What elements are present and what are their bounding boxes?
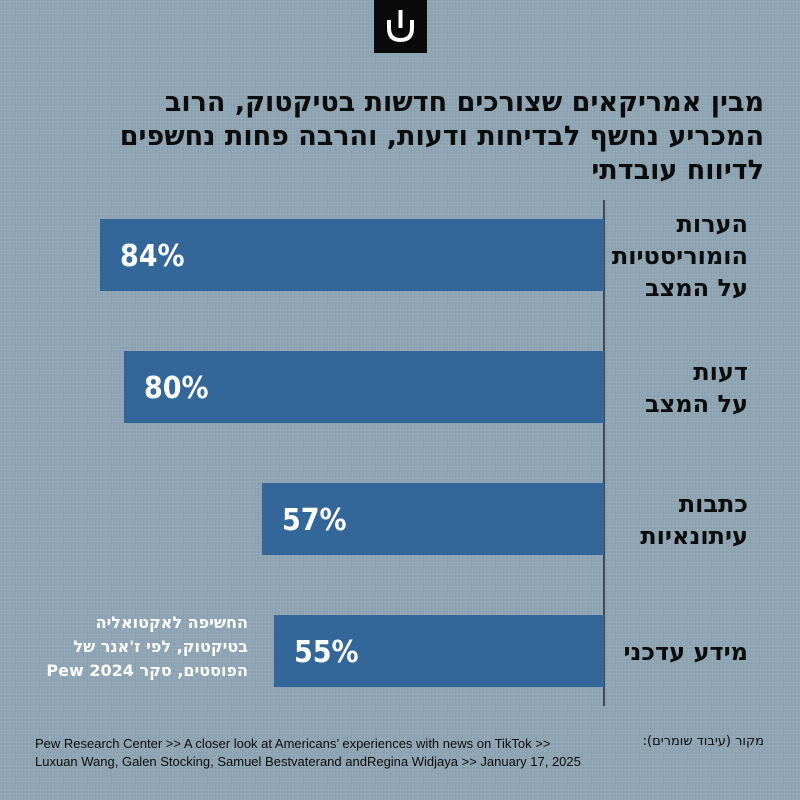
- chart-title: מבין אמריקאים שצורכים חדשות בטיקטוק, הרו…: [119, 87, 764, 186]
- bar: [262, 483, 604, 555]
- brand-logo: [374, 0, 427, 53]
- category-label: כתבות עיתונאיות: [640, 490, 748, 550]
- bar-value-label: 84%: [120, 239, 185, 274]
- category-label-line: על המצב: [645, 274, 748, 302]
- bar-value-label: 55%: [294, 635, 359, 670]
- bar-value-label: 57%: [282, 503, 347, 538]
- category-label-line: הערות: [676, 210, 748, 238]
- source-credit: Pew Research Center >> A closer look at …: [35, 735, 605, 771]
- chart-note: החשיפה לאקטואליה בטיקטוק, לפי ז'אנר של ה…: [46, 613, 248, 680]
- category-label: דעות על המצב: [645, 358, 748, 418]
- category-label-line: דעות: [693, 358, 748, 386]
- category-label: מידע עדכני: [623, 638, 748, 666]
- bar-value-label: 80%: [144, 371, 209, 406]
- category-label-line: כתבות: [679, 490, 748, 518]
- category-label: הערות הומוריסטיות על המצב: [612, 210, 748, 302]
- category-label-line: הומוריסטיות: [612, 242, 748, 270]
- source-credit-line-1: Pew Research Center >> A closer look at …: [35, 736, 551, 751]
- source-credit-line-2: Luxuan Wang, Galen Stocking, Samuel Best…: [35, 754, 581, 769]
- category-label-line: על המצב: [645, 390, 748, 418]
- bar: [274, 615, 604, 687]
- category-label-line: עיתונאיות: [640, 522, 748, 550]
- bar: [100, 219, 604, 291]
- bar: [124, 351, 604, 423]
- category-label-line: מידע עדכני: [623, 638, 748, 666]
- logo-mark-icon: [387, 10, 414, 43]
- source-label: מקור (עיבוד שומרים):: [642, 734, 764, 749]
